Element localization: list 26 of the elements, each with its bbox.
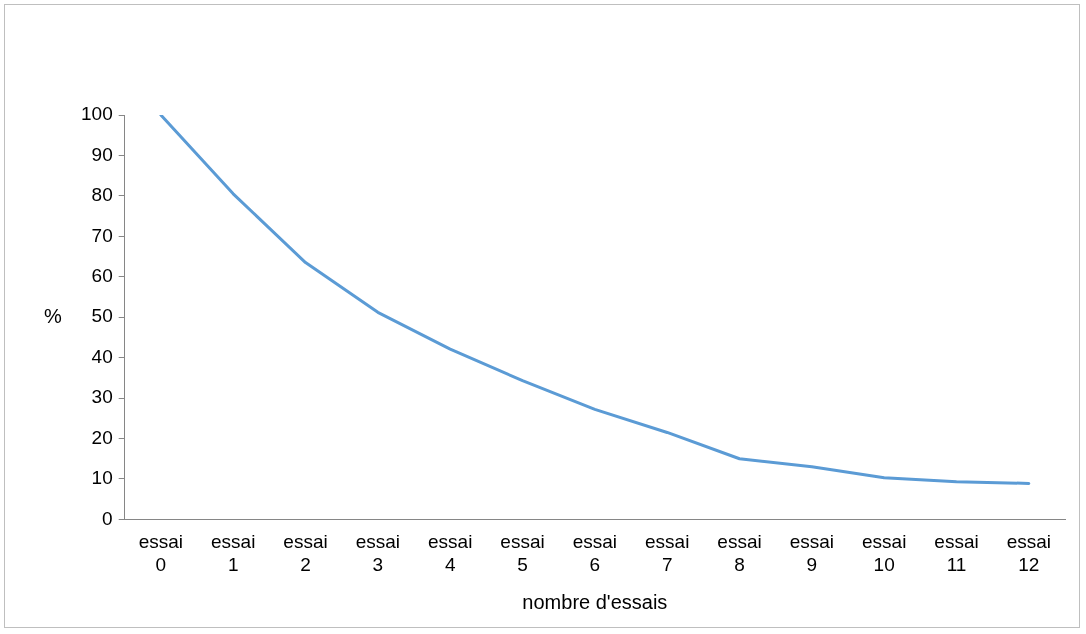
- x-tick-label: essai 9: [789, 531, 835, 575]
- x-tick-label: essai 1: [211, 531, 256, 575]
- x-tick-label: essai 6: [572, 531, 618, 575]
- x-tick-label: essai 2: [283, 531, 328, 575]
- y-tick-label: 0: [102, 507, 113, 529]
- x-tick-label: essai 11: [934, 531, 979, 575]
- x-axis-title: nombre d'essais: [522, 590, 668, 613]
- y-axis-title: %: [44, 304, 63, 327]
- y-tick-label: 50: [91, 305, 113, 327]
- x-tick-label: essai 8: [717, 531, 762, 575]
- x-tick-label: essai 0: [138, 531, 184, 575]
- x-tick-label: essai 10: [861, 531, 907, 575]
- y-tick-label: 100: [81, 103, 113, 125]
- y-tick-label: 70: [91, 224, 113, 246]
- x-tick-label: essai 7: [645, 531, 690, 575]
- x-tick-label: essai 12: [1006, 531, 1052, 575]
- y-tick-label: 80: [91, 184, 113, 206]
- y-tick-label: 30: [91, 386, 113, 408]
- y-tick-label: 90: [91, 143, 113, 165]
- x-tick-label: essai 5: [500, 531, 545, 575]
- y-tick-label: 10: [91, 467, 113, 489]
- x-tick-label: essai 4: [428, 531, 473, 575]
- y-tick-label: 60: [91, 264, 113, 286]
- x-tick-label: essai 3: [355, 531, 401, 575]
- y-tick-label: 20: [91, 426, 113, 448]
- y-tick-label: 40: [91, 345, 113, 367]
